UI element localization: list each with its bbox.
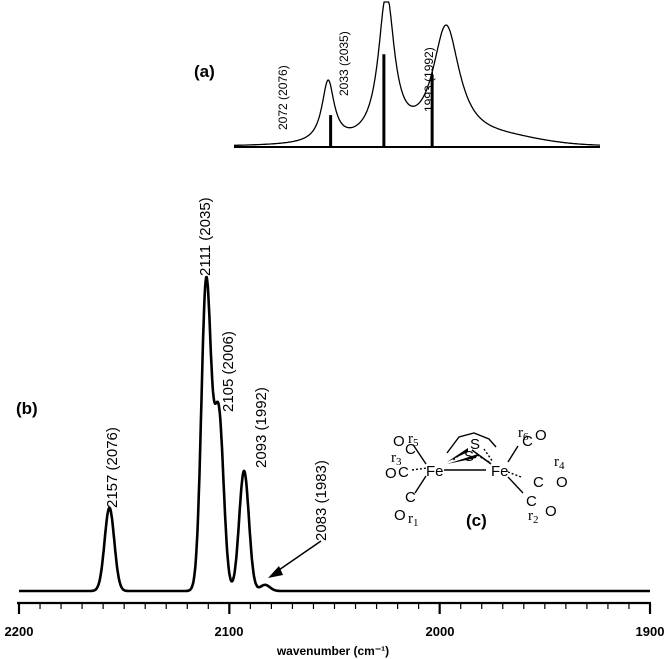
panel-c-label: (c) (466, 511, 487, 530)
atom-label: C (405, 489, 416, 506)
panel-b-spectrum (18, 275, 651, 593)
atom-label: Fe (426, 463, 444, 480)
molecule-bonds (411, 432, 524, 494)
atom-label: O (545, 503, 557, 520)
panel-a: (a) 2072 (2076) 2033 (2035) 1993 (1992) (194, 1, 600, 148)
r-index: 5 (413, 437, 419, 449)
r-label: r5 (408, 431, 419, 449)
atom-label: C (398, 464, 409, 481)
panel-b-peak-label: 2093 (1992) (253, 387, 270, 468)
r-index: 6 (523, 431, 529, 443)
r-letter: r (408, 511, 413, 527)
r-index: 2 (533, 514, 539, 526)
r-index: 4 (559, 460, 565, 472)
r-label: r6 (518, 425, 529, 443)
panel-b-peak-label: 2083 (1983) (313, 460, 330, 541)
atom-label: O (385, 465, 397, 482)
panel-b-peak-label: 2105 (2006) (220, 331, 237, 412)
panel-a-peak-label: 2033 (2035) (337, 31, 351, 96)
x-axis-label: wavenumber (cm⁻¹) (276, 644, 389, 658)
x-tick-label: 2000 (426, 624, 455, 639)
panel-a-peak-label: 2072 (2076) (276, 65, 290, 130)
r-index: 3 (396, 456, 402, 468)
r-letter: r (408, 431, 413, 447)
r-letter: r (528, 508, 533, 524)
atom-label: O (393, 433, 405, 450)
atom-label: C (533, 474, 544, 491)
panel-a-label: (a) (194, 62, 215, 81)
x-axis-ticks (17, 603, 652, 614)
atom-label: O (535, 427, 547, 444)
r-label: r4 (554, 454, 565, 472)
panel-a-sticks (329, 54, 434, 147)
x-tick-label: 1900 (636, 624, 665, 639)
r-index: 1 (413, 517, 419, 529)
atom-label: C (522, 433, 533, 450)
r-label: r1 (408, 511, 419, 529)
r-label: r2 (528, 508, 539, 526)
atom-label: S (470, 436, 480, 453)
atom-label: S (464, 448, 474, 465)
atom-label: C (526, 493, 537, 510)
panel-b-peak-label: 2157 (2076) (104, 427, 121, 508)
r-label: r3 (391, 450, 402, 468)
r-letter: r (391, 450, 396, 466)
r-letter: r (518, 425, 523, 441)
atom-label: O (394, 507, 406, 524)
x-tick-label: 2200 (5, 624, 34, 639)
atom-label: C (405, 441, 416, 458)
panel-b-label: (b) (16, 399, 38, 418)
panel-a-spectrum (234, 1, 600, 146)
panel-a-peak-label: 1993 (1992) (422, 47, 436, 112)
r-letter: r (554, 454, 559, 470)
molecule-structure: Fe Fe S S O C O C C O C O C O C O r5 r3 … (385, 425, 568, 530)
atom-label: Fe (491, 463, 509, 480)
atom-label: O (556, 474, 568, 491)
panel-b: (b) 2200 2100 2000 1900 wavenumber (cm⁻¹… (5, 197, 665, 658)
x-tick-label: 2100 (215, 624, 244, 639)
annotation-arrow-head (268, 566, 283, 578)
annotation-arrow-line (275, 540, 322, 573)
panel-b-peak-label: 2111 (2035) (197, 197, 214, 276)
